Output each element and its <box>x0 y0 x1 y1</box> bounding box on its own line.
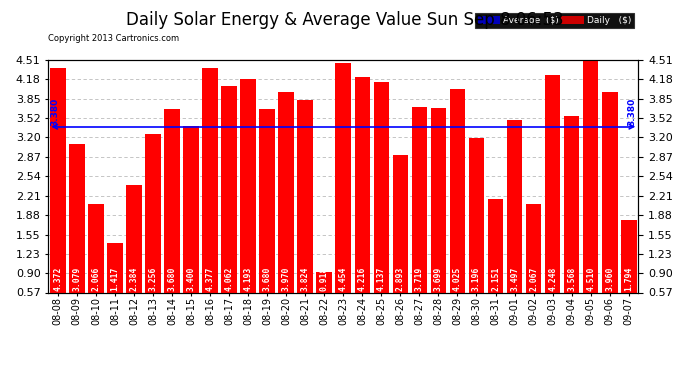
Bar <box>202 68 218 292</box>
Bar <box>297 100 313 292</box>
Text: 3.719: 3.719 <box>415 267 424 291</box>
Text: 0.918: 0.918 <box>319 267 328 291</box>
Bar <box>526 204 542 292</box>
Text: 4.025: 4.025 <box>453 267 462 291</box>
Bar <box>221 86 237 292</box>
Text: 2.384: 2.384 <box>130 267 139 291</box>
Bar <box>164 109 180 292</box>
Bar <box>506 120 522 292</box>
Legend: Average  ($), Daily   ($): Average ($), Daily ($) <box>475 13 633 28</box>
Text: 4.377: 4.377 <box>206 267 215 291</box>
Text: 2.066: 2.066 <box>91 267 100 291</box>
Bar <box>240 79 256 292</box>
Text: 4.137: 4.137 <box>377 267 386 291</box>
Text: 2.067: 2.067 <box>529 267 538 291</box>
Text: 3.970: 3.970 <box>282 267 290 291</box>
Text: 3.699: 3.699 <box>434 267 443 291</box>
Text: 2.893: 2.893 <box>396 267 405 291</box>
Text: 4.062: 4.062 <box>224 267 234 291</box>
Bar <box>373 82 389 292</box>
Text: 4.510: 4.510 <box>586 267 595 291</box>
Text: 3.256: 3.256 <box>148 267 157 291</box>
Text: 3.400: 3.400 <box>186 267 195 291</box>
Text: 1.794: 1.794 <box>624 267 633 291</box>
Text: 4.216: 4.216 <box>358 267 367 291</box>
Text: 3.568: 3.568 <box>567 267 576 291</box>
Bar <box>564 116 580 292</box>
Text: 3.196: 3.196 <box>472 267 481 291</box>
Bar <box>259 109 275 292</box>
Text: 3.960: 3.960 <box>605 267 614 291</box>
Bar <box>621 220 637 292</box>
Bar <box>69 144 85 292</box>
Bar <box>278 92 294 292</box>
Bar <box>145 134 161 292</box>
Text: Copyright 2013 Cartronics.com: Copyright 2013 Cartronics.com <box>48 34 179 43</box>
Text: 3.380: 3.380 <box>627 97 636 126</box>
Bar <box>545 75 560 292</box>
Bar <box>583 60 598 292</box>
Text: 3.380: 3.380 <box>50 97 59 126</box>
Bar <box>488 199 503 292</box>
Bar <box>431 108 446 292</box>
Bar <box>602 93 618 292</box>
Bar <box>107 243 123 292</box>
Text: 3.497: 3.497 <box>510 267 519 291</box>
Bar <box>126 186 141 292</box>
Text: 4.248: 4.248 <box>548 267 557 291</box>
Text: 4.454: 4.454 <box>339 267 348 291</box>
Bar <box>184 126 199 292</box>
Bar <box>335 63 351 292</box>
Bar <box>450 88 465 292</box>
Text: 3.680: 3.680 <box>168 267 177 291</box>
Text: 3.824: 3.824 <box>301 267 310 291</box>
Text: 4.372: 4.372 <box>53 267 62 291</box>
Bar <box>88 204 104 292</box>
Text: 3.079: 3.079 <box>72 267 81 291</box>
Bar <box>50 68 66 292</box>
Text: Daily Solar Energy & Average Value Sun Sep 8 06:53: Daily Solar Energy & Average Value Sun S… <box>126 11 564 29</box>
Bar <box>412 106 427 292</box>
Bar <box>393 155 408 292</box>
Bar <box>469 138 484 292</box>
Text: 3.680: 3.680 <box>263 267 272 291</box>
Bar <box>355 77 370 292</box>
Text: 4.193: 4.193 <box>244 267 253 291</box>
Text: 2.151: 2.151 <box>491 267 500 291</box>
Bar <box>317 272 332 292</box>
Text: 1.417: 1.417 <box>110 267 119 291</box>
